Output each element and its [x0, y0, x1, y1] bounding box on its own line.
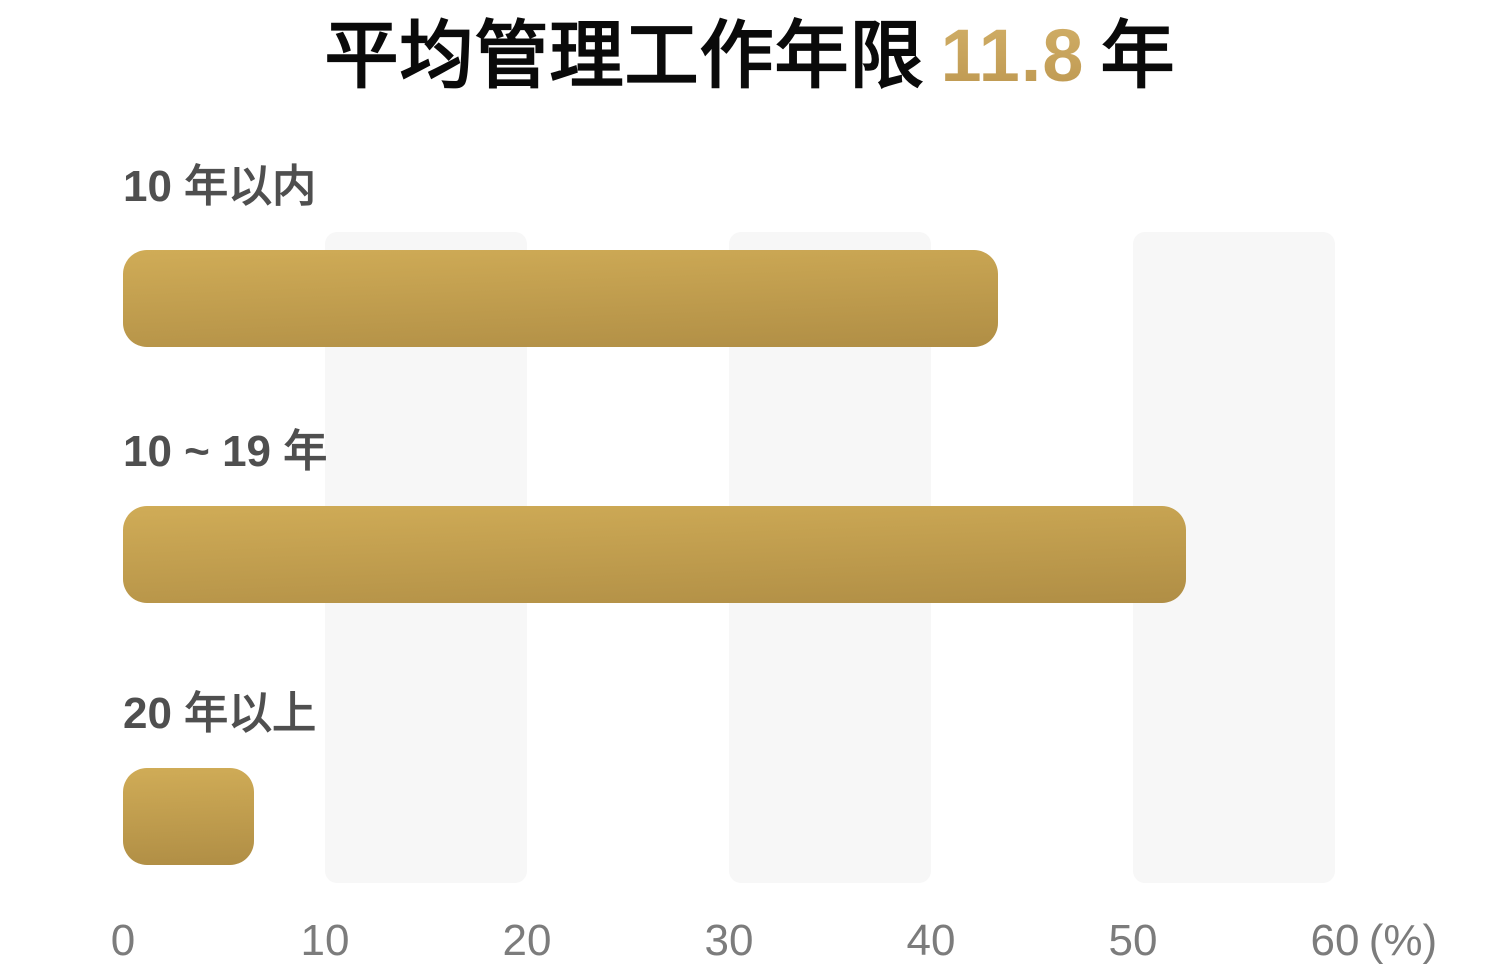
x-tick-label: 40: [906, 916, 956, 965]
x-tick-label: 60: [1310, 916, 1360, 965]
title-highlight-value: 11.8: [940, 14, 1085, 97]
category-label: 10 ~ 19 年: [123, 427, 328, 476]
x-axis: 0 10 20 30 40 50 60 (%): [111, 916, 1437, 968]
x-tick-label: 10: [300, 916, 350, 965]
title-prefix: 平均管理工作年限: [324, 14, 925, 97]
chart-title: 平均管理工作年限 11.8 年: [0, 0, 1500, 103]
x-tick-label: 20: [502, 916, 552, 965]
bar: [123, 506, 1186, 603]
title-suffix: 年: [1100, 14, 1176, 97]
bar: [123, 250, 998, 347]
x-tick-label: 50: [1108, 916, 1158, 965]
category-label: 10 年以内: [123, 162, 317, 211]
x-tick-label: 0: [110, 916, 136, 965]
category-label: 20 年以上: [123, 689, 317, 738]
x-tick-label: 30: [704, 916, 754, 965]
bar: [123, 768, 254, 865]
x-axis-unit: (%): [1368, 916, 1438, 965]
